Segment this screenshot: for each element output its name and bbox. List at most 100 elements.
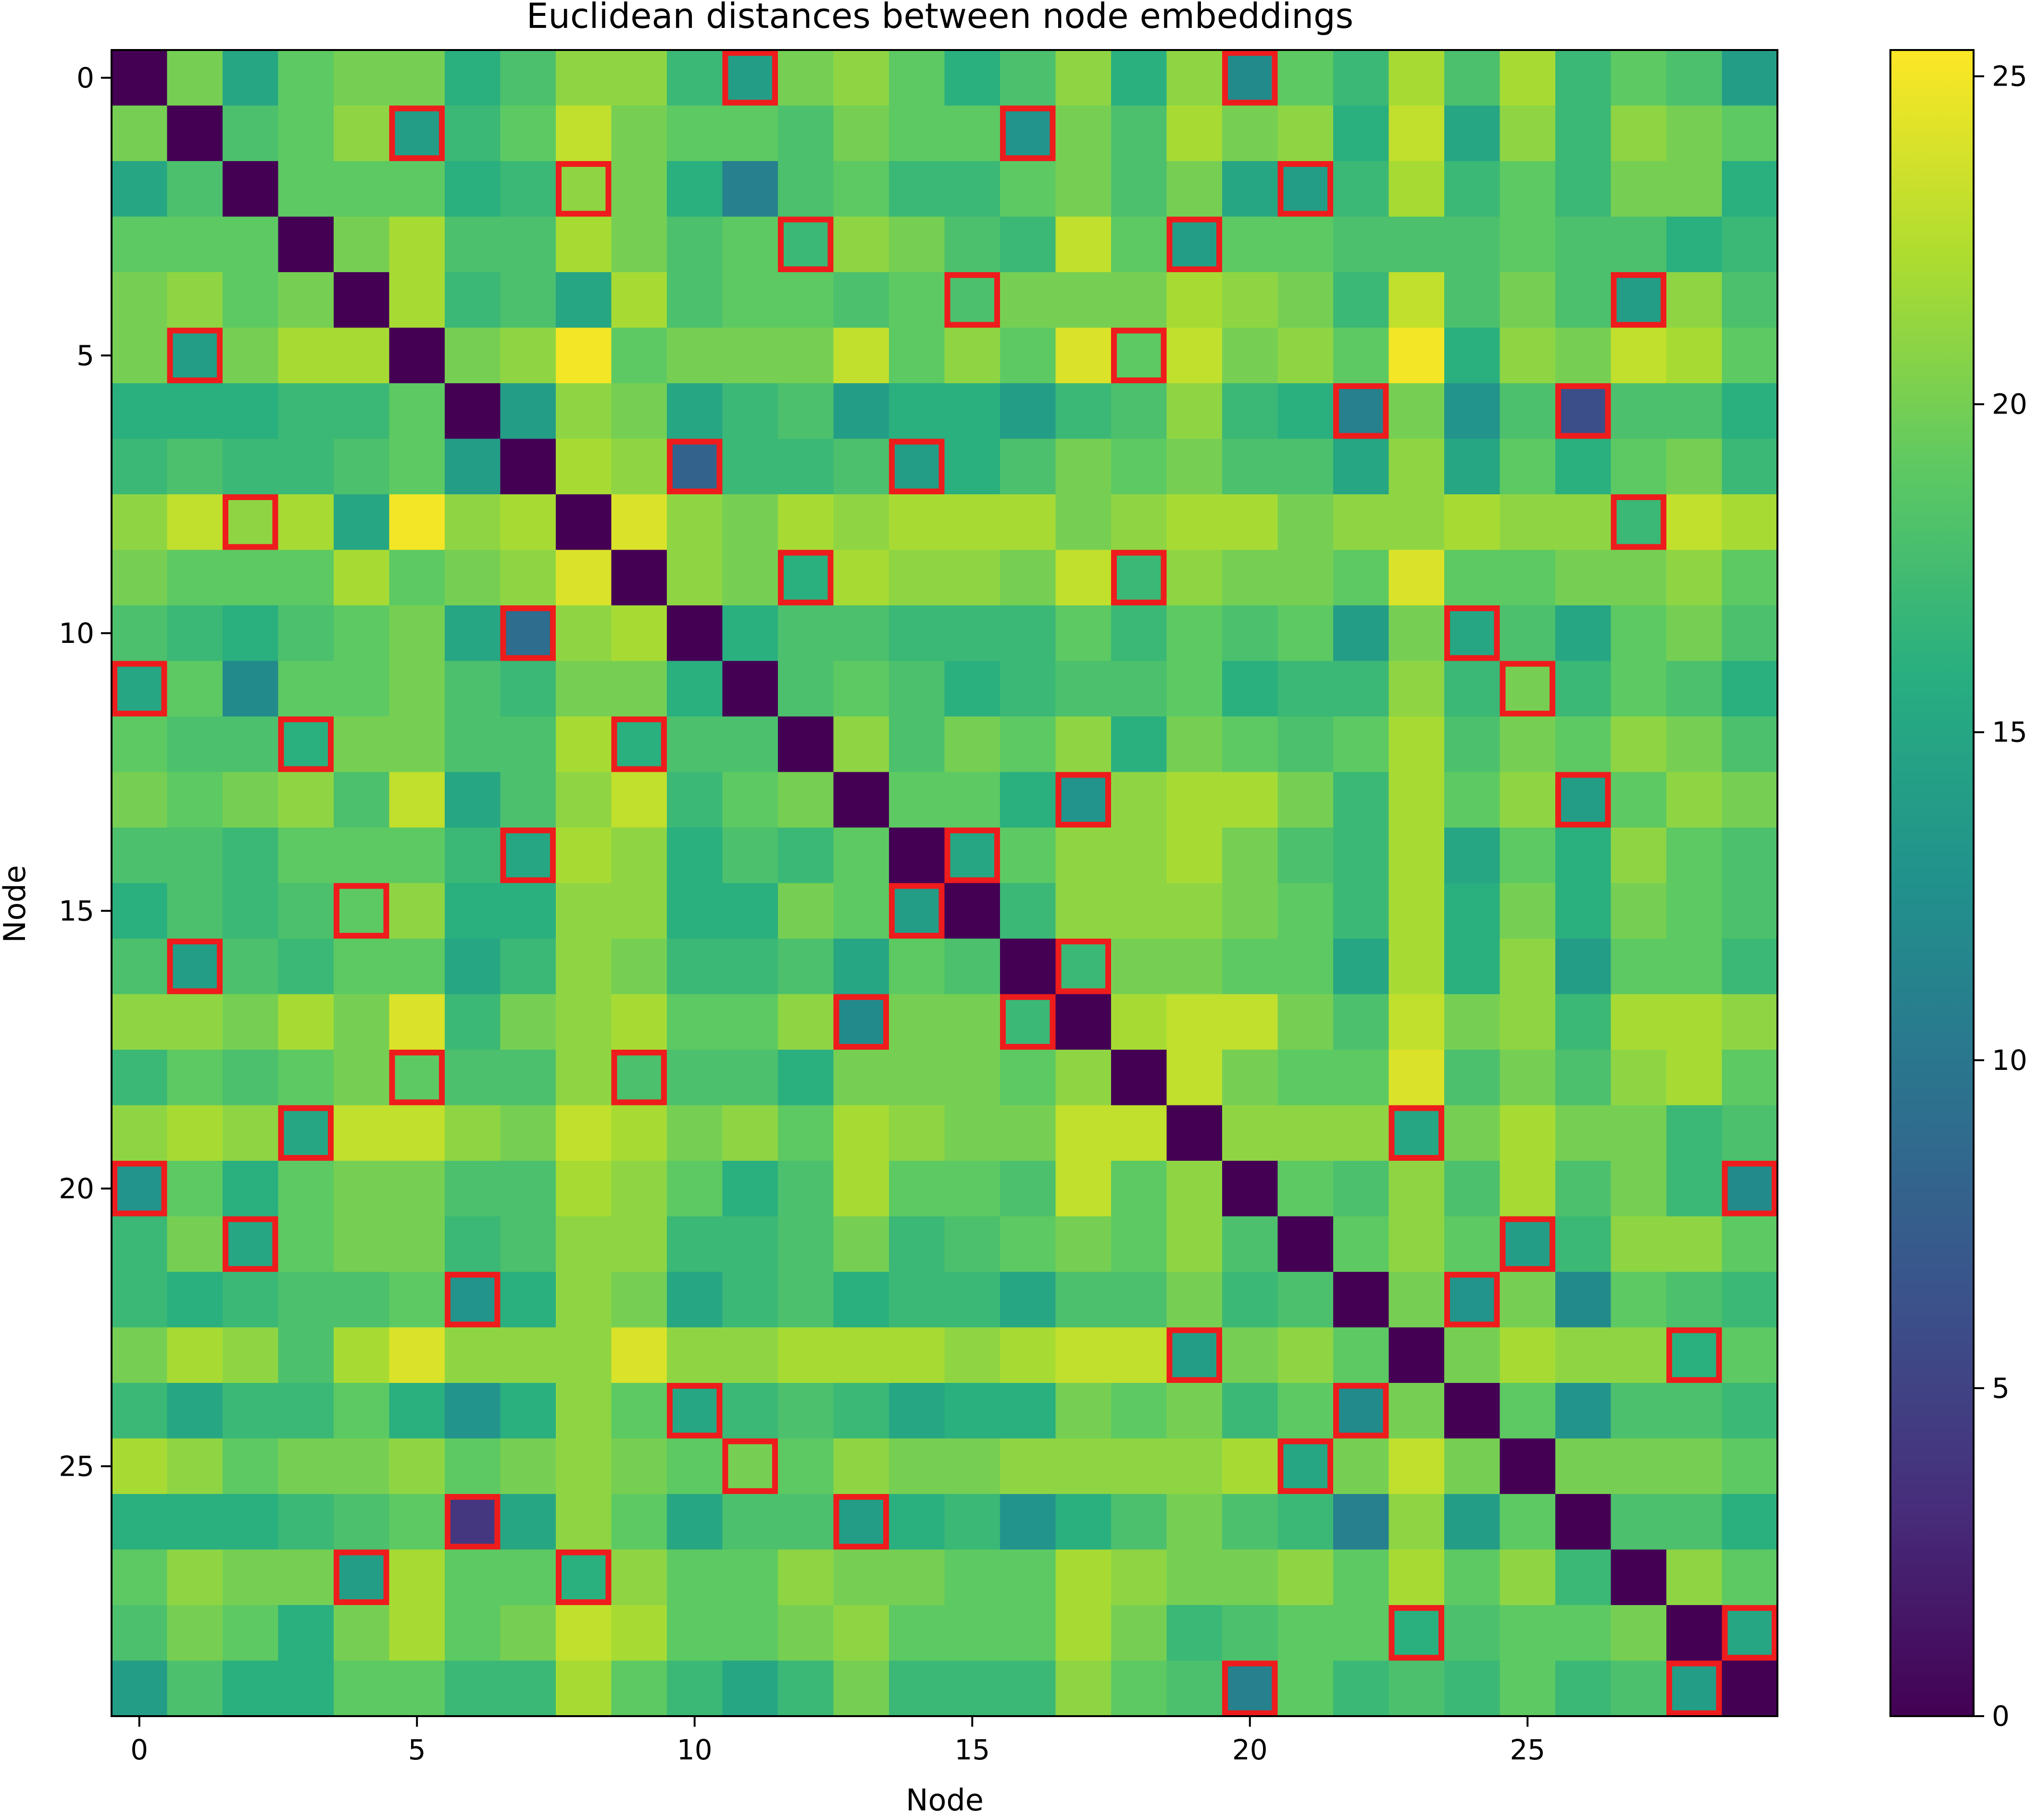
heatmap-cell xyxy=(1333,105,1389,162)
heatmap-cell xyxy=(167,383,223,439)
heatmap-cell xyxy=(334,1327,390,1383)
heatmap-cell xyxy=(944,1383,1000,1439)
chart-title: Euclidean distances between node embeddi… xyxy=(526,0,1353,36)
heatmap-cell xyxy=(778,1549,834,1606)
heatmap-cell xyxy=(1277,1605,1334,1661)
heatmap-cell xyxy=(1166,327,1223,384)
heatmap-cell xyxy=(1277,1105,1334,1161)
heatmap-cell xyxy=(611,272,667,328)
heatmap-cell xyxy=(1611,1383,1667,1439)
heatmap-cell xyxy=(1611,1272,1667,1328)
heatmap-cell xyxy=(167,1549,223,1606)
heatmap-cell xyxy=(1611,383,1667,439)
heatmap-cell xyxy=(167,1494,223,1550)
heatmap-cell xyxy=(1000,1383,1056,1439)
heatmap-cell xyxy=(667,161,723,217)
heatmap-cell xyxy=(944,828,1000,884)
heatmap-cell xyxy=(1000,50,1056,106)
heatmap-cell xyxy=(667,1660,723,1717)
heatmap-cell xyxy=(1611,550,1667,606)
heatmap-cell xyxy=(1111,50,1167,106)
heatmap-cell xyxy=(1722,1216,1778,1272)
heatmap-cell xyxy=(389,1161,445,1217)
heatmap-cell xyxy=(112,161,168,217)
heatmap-cell xyxy=(722,550,778,606)
heatmap-cell xyxy=(556,828,612,884)
heatmap-cell xyxy=(112,216,168,273)
heatmap-cell xyxy=(1555,1605,1612,1661)
heatmap-cell xyxy=(1500,1660,1556,1717)
heatmap-cell xyxy=(445,1050,501,1106)
heatmap-cell xyxy=(334,50,390,106)
heatmap-cell xyxy=(944,883,1000,939)
heatmap-cell xyxy=(944,1549,1000,1606)
heatmap-cell xyxy=(112,1494,168,1550)
heatmap-cell xyxy=(1555,1383,1612,1439)
heatmap-cell xyxy=(1500,1216,1556,1272)
heatmap-cell xyxy=(1111,1605,1167,1661)
heatmap-cell xyxy=(1111,161,1167,217)
heatmap-cell xyxy=(334,550,390,606)
heatmap-cell xyxy=(1500,1272,1556,1328)
heatmap-cell xyxy=(722,939,778,995)
heatmap-cell xyxy=(1388,1438,1445,1494)
heatmap-cell xyxy=(1500,216,1556,273)
heatmap-cell xyxy=(1555,1660,1612,1717)
heatmap-cell xyxy=(1722,1549,1778,1606)
heatmap-cell xyxy=(278,1605,334,1661)
heatmap-cell xyxy=(722,716,778,773)
heatmap-cell xyxy=(1611,661,1667,717)
heatmap-cell xyxy=(1277,383,1334,439)
y-axis-label: Node xyxy=(0,865,32,943)
heatmap-cell xyxy=(1333,1161,1389,1217)
heatmap-cell xyxy=(1277,1383,1334,1439)
heatmap-cell xyxy=(445,939,501,995)
heatmap-cell xyxy=(445,1494,501,1550)
heatmap-cell xyxy=(1000,494,1056,551)
heatmap-cell xyxy=(1666,1050,1723,1106)
heatmap-cell xyxy=(389,50,445,106)
highlight-box xyxy=(1222,50,1278,106)
heatmap-cell xyxy=(1222,1438,1278,1494)
heatmap-cell xyxy=(611,883,667,939)
heatmap-cell xyxy=(556,1105,612,1161)
heatmap-cell xyxy=(1388,550,1445,606)
heatmap-cell xyxy=(1555,1438,1612,1494)
heatmap-cell xyxy=(944,1605,1000,1661)
highlight-box xyxy=(722,1438,778,1494)
heatmap-cell xyxy=(1055,272,1112,328)
heatmap-cell xyxy=(334,1660,390,1717)
heatmap-cell xyxy=(1388,883,1445,939)
heatmap-cell xyxy=(1222,1383,1278,1439)
heatmap-cell xyxy=(1166,939,1223,995)
heatmap-cell xyxy=(944,1438,1000,1494)
heatmap-cell xyxy=(611,1383,667,1439)
heatmap-cell xyxy=(500,439,556,495)
heatmap-cell xyxy=(500,716,556,773)
heatmap-cell xyxy=(944,605,1000,662)
heatmap-cell xyxy=(1000,1050,1056,1106)
heatmap-cell xyxy=(167,327,223,384)
heatmap-cell xyxy=(500,550,556,606)
heatmap-cell xyxy=(1000,216,1056,273)
heatmap-cell xyxy=(223,1161,279,1217)
heatmap-cell xyxy=(1000,661,1056,717)
heatmap-cell xyxy=(1222,1216,1278,1272)
heatmap-cell xyxy=(778,939,834,995)
x-axis-ticks: 0 5 10 15 20 25 xyxy=(130,1716,1545,1766)
heatmap-cell xyxy=(278,383,334,439)
heatmap-cell xyxy=(1444,1105,1500,1161)
heatmap-cell xyxy=(445,327,501,384)
heatmap-cell xyxy=(334,1161,390,1217)
heatmap-cell xyxy=(1000,1327,1056,1383)
colorbar-tick-label: 15 xyxy=(1992,716,2027,749)
heatmap-cell xyxy=(1666,1327,1723,1383)
heatmap-cell xyxy=(1277,327,1334,384)
heatmap-cell xyxy=(1333,1494,1389,1550)
heatmap-cell xyxy=(1277,494,1334,551)
heatmap-cell xyxy=(1444,1549,1500,1606)
heatmap-cell xyxy=(1500,716,1556,773)
heatmap-cell xyxy=(389,550,445,606)
heatmap-cell xyxy=(278,1272,334,1328)
heatmap-cell xyxy=(1055,828,1112,884)
